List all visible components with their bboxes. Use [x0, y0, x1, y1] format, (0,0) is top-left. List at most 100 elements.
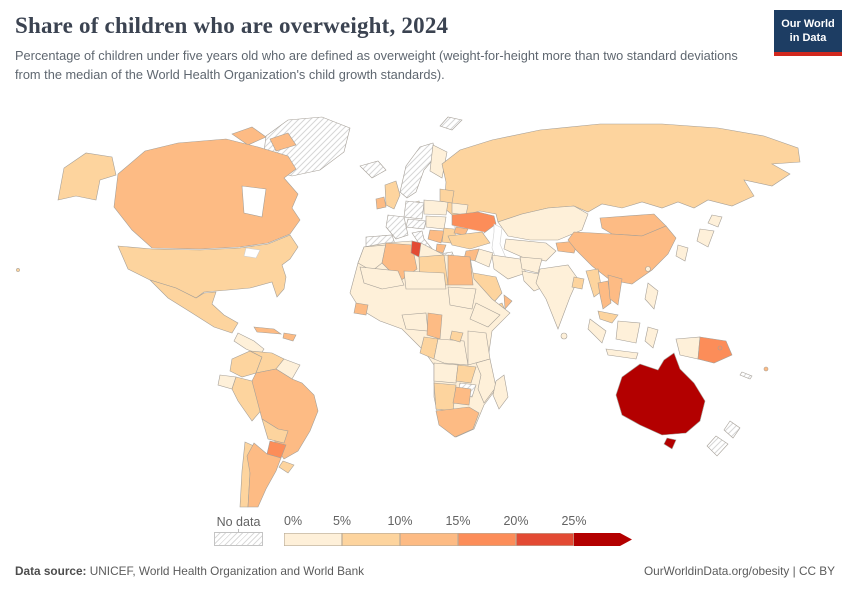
- legend-band-15-20%[interactable]: [458, 533, 516, 546]
- map-region-alpine[interactable]: [405, 218, 427, 230]
- map-region-sri-lanka[interactable]: [560, 332, 568, 340]
- map-region-new-zealand-south[interactable]: [706, 435, 729, 457]
- legend-band-20-25%[interactable]: [516, 533, 574, 546]
- map-region-zambia[interactable]: [455, 364, 477, 384]
- map-region-thailand[interactable]: [597, 280, 612, 310]
- map-region-malaysia[interactable]: [597, 310, 619, 324]
- map-region-russia[interactable]: [441, 123, 801, 223]
- data-source-note: Data source: UNICEF, World Health Organi…: [15, 564, 364, 578]
- map-region-guinea[interactable]: [353, 302, 369, 316]
- legend-tick-label: 5%: [332, 514, 352, 528]
- map-region-cameroon[interactable]: [426, 312, 443, 340]
- map-region-uganda[interactable]: [449, 330, 464, 343]
- owid-logo-line2: in Data: [789, 31, 827, 44]
- map-region-sudan[interactable]: [447, 286, 477, 310]
- license-link[interactable]: OurWorldinData.org/obesity | CC BY: [643, 564, 835, 578]
- map-region-mexico[interactable]: [149, 279, 239, 334]
- map-region-argentina[interactable]: [246, 442, 282, 508]
- map-region-solomon-islands[interactable]: [717, 345, 723, 351]
- map-region-ireland[interactable]: [375, 196, 387, 210]
- map-region-albania-macedonia[interactable]: [435, 243, 447, 254]
- map-region-iran[interactable]: [491, 254, 527, 280]
- map-region-fiji[interactable]: [763, 366, 769, 372]
- map-region-iraq[interactable]: [474, 248, 494, 268]
- owid-logo[interactable]: Our World in Data: [774, 10, 842, 56]
- legend-tick-label: 15%: [445, 514, 471, 528]
- map-region-balkans[interactable]: [427, 229, 445, 244]
- map-region-uruguay[interactable]: [278, 460, 295, 474]
- legend-band-10-15%[interactable]: [400, 533, 458, 546]
- map-region-canada-arctic2[interactable]: [269, 132, 297, 152]
- legend-tick-label: 0%: [284, 514, 303, 528]
- map-region-japan-north[interactable]: [707, 214, 723, 228]
- map-region-hispaniola[interactable]: [282, 332, 297, 342]
- legend-no-data[interactable]: No data: [214, 515, 263, 546]
- no-data-label: No data: [216, 515, 261, 529]
- map-region-australia[interactable]: [615, 352, 706, 436]
- map-region-poland[interactable]: [423, 199, 449, 216]
- map-region-bolivia[interactable]: [261, 418, 289, 444]
- map-region-kazakhstan[interactable]: [497, 205, 589, 241]
- map-region-czech-hungary[interactable]: [425, 215, 447, 230]
- data-source-label: Data source:: [15, 564, 87, 578]
- map-region-indonesia-java[interactable]: [605, 348, 639, 360]
- map-region-uzbekistan-turkmenistan[interactable]: [503, 238, 557, 262]
- map-region-uk[interactable]: [384, 180, 401, 210]
- map-region-philippines[interactable]: [644, 282, 659, 310]
- map-region-egypt[interactable]: [447, 254, 474, 286]
- map-region-cuba[interactable]: [253, 326, 283, 335]
- map-region-mozambique[interactable]: [475, 358, 497, 404]
- map-region-madagascar[interactable]: [492, 374, 509, 410]
- map-region-taiwan[interactable]: [645, 266, 651, 272]
- map-region-west-papua[interactable]: [675, 336, 701, 360]
- map-region-usa-alaska[interactable]: [57, 152, 117, 201]
- map-region-mauritania-mali[interactable]: [359, 266, 405, 290]
- map-region-morocco[interactable]: [357, 244, 387, 272]
- map-region-turkey[interactable]: [447, 231, 491, 250]
- map-region-indonesia-borneo[interactable]: [615, 320, 641, 344]
- map-region-tasmania[interactable]: [663, 437, 677, 450]
- map-region-svalbard[interactable]: [439, 116, 463, 131]
- legend-band-5-10%[interactable]: [342, 533, 400, 546]
- legend-color-bar: [284, 533, 632, 546]
- legend-tick-label: 20%: [503, 514, 529, 528]
- legend-scale: 0% 5% 10% 15% 20% 25%: [284, 514, 632, 546]
- map-region-germany[interactable]: [403, 200, 425, 220]
- map-region-new-zealand-north[interactable]: [723, 420, 741, 439]
- map-region-indonesia-sulawesi[interactable]: [644, 326, 659, 349]
- map-region-namibia[interactable]: [433, 382, 457, 412]
- map-region-oman[interactable]: [503, 294, 513, 310]
- world-choropleth-map: [0, 112, 850, 515]
- owid-logo-line1: Our World: [781, 18, 835, 30]
- no-data-tick: [238, 529, 239, 532]
- page-title: Share of children who are overweight, 20…: [15, 13, 449, 38]
- map-region-drc[interactable]: [433, 338, 469, 366]
- legend-band-25%+[interactable]: [574, 533, 632, 546]
- map-region-papua-new-guinea[interactable]: [697, 336, 733, 364]
- map-region-hawaii[interactable]: [16, 268, 20, 272]
- map-region-finland[interactable]: [429, 144, 448, 179]
- map-region-bangladesh[interactable]: [571, 276, 585, 290]
- no-data-swatch[interactable]: [214, 532, 263, 546]
- map-region-baltics[interactable]: [439, 188, 455, 204]
- map-region-nigeria[interactable]: [401, 312, 429, 332]
- legend-band-0-5%[interactable]: [284, 533, 342, 546]
- map-region-france[interactable]: [385, 214, 409, 240]
- map-region-botswana[interactable]: [452, 386, 472, 406]
- map-region-niger-chad[interactable]: [403, 270, 447, 290]
- map-region-canada[interactable]: [113, 138, 301, 250]
- map-region-vietnam[interactable]: [607, 274, 623, 306]
- map-region-ethiopia[interactable]: [469, 302, 501, 328]
- map-region-china[interactable]: [567, 225, 677, 285]
- map-region-korea[interactable]: [675, 244, 689, 262]
- map-region-afghanistan[interactable]: [519, 256, 543, 274]
- map-region-angola[interactable]: [433, 362, 459, 384]
- map-region-south-africa[interactable]: [435, 406, 480, 438]
- chart-subtitle: Percentage of children under five years …: [15, 48, 738, 83]
- map-region-canada-arctic[interactable]: [231, 126, 267, 146]
- map-region-japan-south[interactable]: [696, 228, 715, 248]
- map-region-indonesia-sumatra[interactable]: [587, 318, 607, 344]
- map-region-new-caledonia[interactable]: [739, 371, 753, 380]
- map-region-iceland[interactable]: [359, 160, 387, 179]
- map-region-india[interactable]: [535, 264, 579, 330]
